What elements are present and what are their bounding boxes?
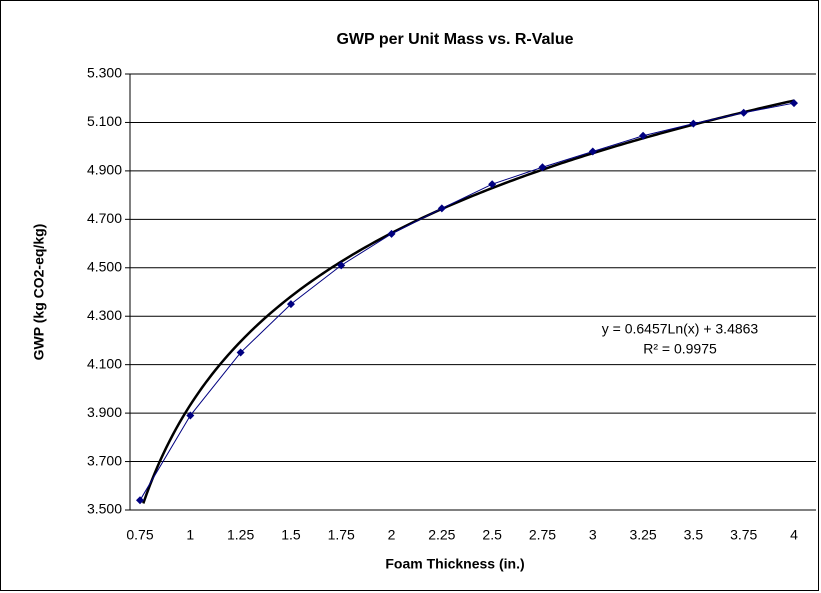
x-tick-label: 4 <box>790 527 798 543</box>
data-point <box>588 147 597 156</box>
x-tick-label: 3.25 <box>629 527 656 543</box>
data-point <box>538 163 547 172</box>
data-point <box>639 131 648 140</box>
data-point <box>286 300 295 309</box>
data-line <box>139 102 795 501</box>
data-point <box>437 204 446 213</box>
y-tick-label: 4.500 <box>87 258 122 274</box>
y-axis-label: GWP (kg CO2-eq/kg) <box>31 224 47 361</box>
y-tick-label: 3.900 <box>87 404 122 420</box>
data-point <box>387 229 396 238</box>
x-tick-label: 2.5 <box>482 527 502 543</box>
trendline <box>142 99 795 504</box>
x-tick-label: 3 <box>589 527 597 543</box>
x-tick-label: 1.75 <box>328 527 355 543</box>
x-tick-label: 1.25 <box>227 527 254 543</box>
y-tick-label: 5.100 <box>87 113 122 129</box>
x-tick-label: 2 <box>388 527 396 543</box>
y-tick-label: 4.100 <box>87 355 122 371</box>
data-point <box>136 496 144 505</box>
x-tick-label: 3.5 <box>684 527 704 543</box>
y-tick-label: 4.700 <box>87 210 122 226</box>
data-point <box>739 108 748 117</box>
x-tick-label: 2.25 <box>428 527 455 543</box>
trendline-r-squared: R² = 0.9975 <box>643 341 717 357</box>
x-tick-label: 0.75 <box>126 527 153 543</box>
y-tick-label: 5.300 <box>87 65 122 81</box>
y-tick-label: 3.700 <box>87 452 122 468</box>
x-tick-label: 1 <box>186 527 194 543</box>
x-tick-label: 1.5 <box>281 527 301 543</box>
data-point <box>790 99 798 108</box>
data-point <box>488 180 497 189</box>
data-point <box>337 261 346 270</box>
x-axis-label: Foam Thickness (in.) <box>385 556 524 572</box>
y-tick-label: 4.900 <box>87 162 122 178</box>
y-tick-label: 3.500 <box>87 501 122 517</box>
trendline-equation: y = 0.6457Ln(x) + 3.4863 <box>602 321 759 337</box>
data-point <box>186 411 195 420</box>
x-tick-label: 2.75 <box>529 527 556 543</box>
x-tick-label: 3.75 <box>730 527 757 543</box>
data-point <box>236 348 245 357</box>
chart-title: GWP per Unit Mass vs. R-Value <box>336 31 573 48</box>
y-tick-label: 4.300 <box>87 307 122 323</box>
data-point <box>689 119 698 128</box>
